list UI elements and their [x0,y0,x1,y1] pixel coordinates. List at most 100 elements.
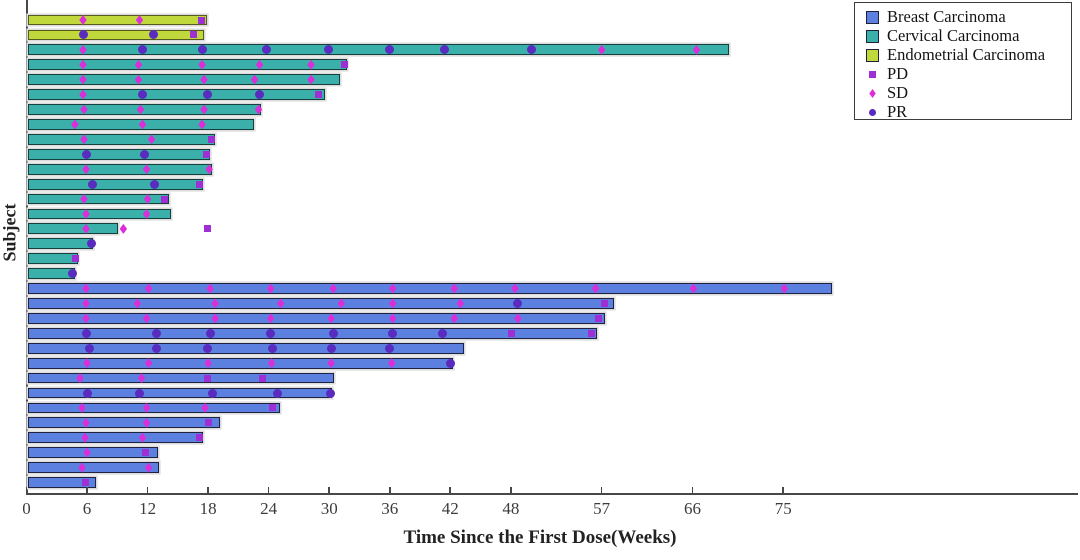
legend-swatch-breast [866,11,879,24]
swimmer-bar-breast [27,298,614,309]
x-tick-label: 12 [139,499,157,518]
marker-pd-icon [508,329,516,337]
marker-pr-icon [138,45,148,55]
marker-sd-icon [211,298,219,309]
swimmer-bar-breast [27,327,597,339]
swimmer-bar-cervical [27,59,348,71]
marker-sd-icon [689,283,698,294]
marker-pd-icon [142,449,150,457]
x-axis-label: Time Since the First Dose(Weeks) [403,527,677,548]
marker-pd-icon [595,314,603,322]
marker-pr-icon [325,388,335,398]
marker-sd-icon [456,298,465,309]
marker-sd-icon [80,194,88,205]
marker-pd-icon [204,419,212,427]
marker-sd-icon [82,223,90,234]
marker-pr-icon [81,328,91,338]
x-tick-mark [86,486,88,493]
marker-sd-icon [144,283,153,294]
marker-sd-icon [82,313,90,324]
legend-marker-square-icon [866,68,879,81]
x-tick-mark [600,486,603,493]
marker-sd-icon [254,104,263,115]
legend-label: PR [887,102,908,122]
marker-sd-icon [134,59,143,70]
marker-sd-icon [142,164,151,175]
marker-sd-icon [80,104,88,115]
marker-sd-icon [80,134,88,145]
legend-label: Endometrial Carcinoma [887,45,1046,65]
legend-label: Breast Carcinoma [887,7,1006,27]
legend-item-endometrial-carcinoma: Endometrial Carcinoma [863,46,1063,65]
marker-sd-icon [138,119,147,130]
marker-sd-icon [255,59,264,70]
marker-pd-icon [72,255,80,263]
x-tick-label: 0 [22,499,31,518]
swimmer-bar-cervical [27,223,119,235]
marker-sd-icon [142,402,151,413]
marker-sd-icon [327,358,335,369]
marker-sd-icon [780,283,788,294]
marker-sd-icon [450,283,459,294]
marker-sd-icon [82,283,90,294]
swimmer-bar-breast [27,432,204,444]
marker-pd-icon [197,16,205,24]
marker-sd-icon [198,119,206,130]
x-tick-label: 75 [774,499,792,518]
marker-pr-icon [513,298,523,308]
x-axis-spine [25,492,1078,495]
marker-sd-icon [307,74,315,85]
swimmer-bar-breast [27,447,158,459]
marker-sd-icon [147,134,156,145]
marker-sd-icon [337,298,346,309]
swimmer-bar-breast [27,462,159,473]
marker-sd-icon [389,283,397,294]
marker-sd-icon [119,223,128,234]
marker-pd-icon [601,299,609,307]
x-tick-mark [267,486,270,493]
marker-pr-icon [81,149,91,159]
marker-pr-icon [78,30,88,40]
swimmer-bar-cervical [27,238,94,250]
marker-sd-icon [144,462,153,473]
marker-sd-icon [450,313,459,324]
marker-sd-icon [83,358,91,369]
swimmer-bar-breast [27,387,333,399]
legend-swatch-endometrial [866,49,879,62]
marker-pd-icon [81,479,89,487]
marker-sd-icon [591,283,600,294]
swimmer-bar-cervical [27,44,729,56]
swimmer-bar-cervical [27,74,341,86]
x-tick-mark [207,486,209,493]
marker-sd-icon [250,74,259,85]
marker-pr-icon [439,45,449,55]
y-axis-label: Subject [0,203,20,262]
legend-item-pr: PR [863,103,1063,122]
marker-sd-icon [138,432,147,443]
marker-sd-icon [137,373,146,384]
marker-pr-icon [323,45,333,55]
swimmer-bar-cervical [27,193,169,205]
x-tick-label: 18 [199,499,217,518]
marker-sd-icon [81,432,89,443]
marker-pr-icon [266,328,276,338]
swimmer-bar-breast [27,283,832,294]
marker-sd-icon [307,59,315,70]
x-tick-label: 66 [683,499,701,518]
marker-sd-icon [266,283,275,294]
legend-swatch-cervical [866,30,879,43]
legend-label: SD [887,83,909,103]
marker-sd-icon [142,313,151,324]
marker-sd-icon [79,74,87,85]
marker-pd-icon [340,61,348,69]
x-tick-mark [25,486,28,493]
x-tick-mark [328,486,330,493]
marker-pr-icon [445,358,455,368]
x-tick-mark [691,486,694,493]
marker-pr-icon [87,179,97,189]
marker-pd-icon [202,150,210,158]
marker-sd-icon [82,298,90,309]
marker-sd-icon [78,402,86,413]
marker-sd-icon [329,283,337,294]
